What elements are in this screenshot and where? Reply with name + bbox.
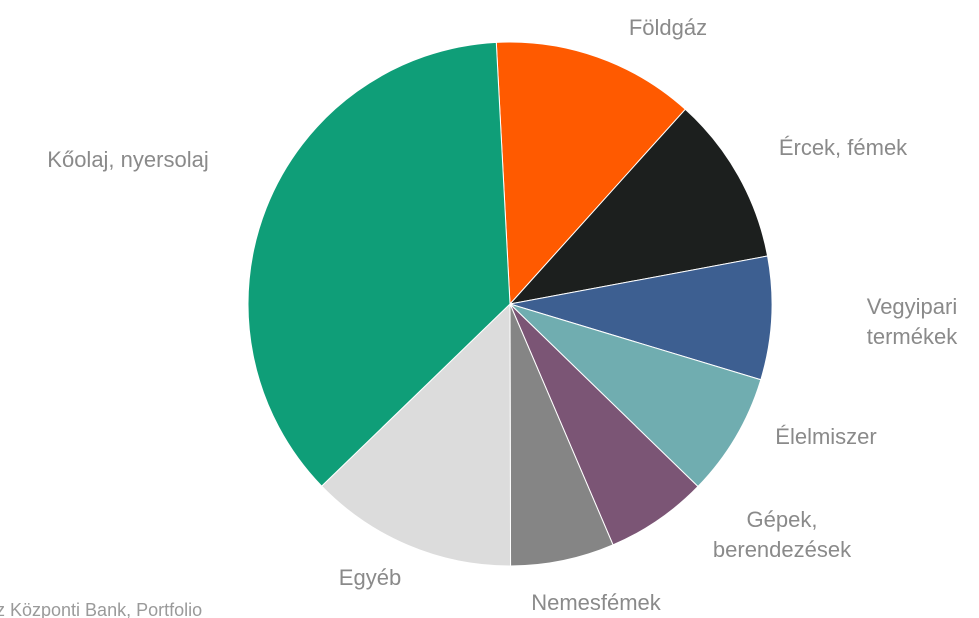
slice-label: Kőolaj, nyersolaj <box>47 147 209 172</box>
pie-slice <box>495 41 687 306</box>
slice-label: Ércek, fémek <box>778 135 908 160</box>
slice-label: Földgáz <box>628 15 708 40</box>
slice-label: Nemesfémek <box>531 590 661 615</box>
pie-slice <box>509 303 762 488</box>
pie-slice <box>508 108 769 305</box>
slice-label: Vegyipari termékek <box>866 294 958 349</box>
slice-label: Egyéb <box>338 565 402 590</box>
pie-slice <box>320 302 512 567</box>
slice-label: Élelmiszer <box>775 424 877 449</box>
pie-slice <box>509 255 773 381</box>
slice-label: Gépek, berendezések <box>712 507 852 562</box>
pie-slice <box>247 41 511 487</box>
source: z Központi Bank, Portfolio <box>0 600 203 618</box>
